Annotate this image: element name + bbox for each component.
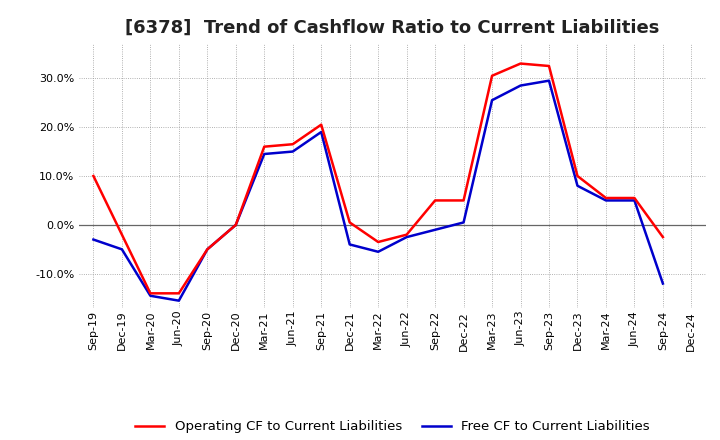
Free CF to Current Liabilities (659, 281, 667, 286)
Free CF to Current Liabilities (232, 222, 240, 227)
Operating CF to Current Liabilities (289, 142, 297, 147)
Operating CF to Current Liabilities (659, 235, 667, 240)
Operating CF to Current Liabilities (374, 239, 382, 245)
Free CF to Current Liabilities (545, 78, 554, 83)
Free CF to Current Liabilities (516, 83, 525, 88)
Free CF to Current Liabilities (117, 247, 126, 252)
Free CF to Current Liabilities (146, 293, 155, 298)
Operating CF to Current Liabilities (431, 198, 439, 203)
Free CF to Current Liabilities (203, 247, 212, 252)
Free CF to Current Liabilities (289, 149, 297, 154)
Operating CF to Current Liabilities (516, 61, 525, 66)
Free CF to Current Liabilities (317, 129, 325, 135)
Free CF to Current Liabilities (89, 237, 98, 242)
Title: [6378]  Trend of Cashflow Ratio to Current Liabilities: [6378] Trend of Cashflow Ratio to Curren… (125, 19, 660, 37)
Operating CF to Current Liabilities (630, 195, 639, 201)
Free CF to Current Liabilities (431, 227, 439, 232)
Operating CF to Current Liabilities (459, 198, 468, 203)
Free CF to Current Liabilities (374, 249, 382, 254)
Free CF to Current Liabilities (573, 183, 582, 188)
Operating CF to Current Liabilities (232, 222, 240, 227)
Legend: Operating CF to Current Liabilities, Free CF to Current Liabilities: Operating CF to Current Liabilities, Fre… (130, 415, 655, 439)
Free CF to Current Liabilities (346, 242, 354, 247)
Operating CF to Current Liabilities (487, 73, 496, 78)
Operating CF to Current Liabilities (146, 291, 155, 296)
Operating CF to Current Liabilities (573, 173, 582, 179)
Free CF to Current Liabilities (459, 220, 468, 225)
Free CF to Current Liabilities (630, 198, 639, 203)
Free CF to Current Liabilities (260, 151, 269, 157)
Operating CF to Current Liabilities (203, 247, 212, 252)
Operating CF to Current Liabilities (545, 63, 554, 69)
Line: Operating CF to Current Liabilities: Operating CF to Current Liabilities (94, 63, 663, 293)
Operating CF to Current Liabilities (260, 144, 269, 149)
Free CF to Current Liabilities (602, 198, 611, 203)
Operating CF to Current Liabilities (317, 122, 325, 127)
Operating CF to Current Liabilities (346, 220, 354, 225)
Operating CF to Current Liabilities (402, 232, 411, 237)
Free CF to Current Liabilities (402, 235, 411, 240)
Free CF to Current Liabilities (487, 98, 496, 103)
Operating CF to Current Liabilities (174, 291, 183, 296)
Free CF to Current Liabilities (174, 298, 183, 303)
Operating CF to Current Liabilities (117, 232, 126, 237)
Line: Free CF to Current Liabilities: Free CF to Current Liabilities (94, 81, 663, 301)
Operating CF to Current Liabilities (602, 195, 611, 201)
Operating CF to Current Liabilities (89, 173, 98, 179)
